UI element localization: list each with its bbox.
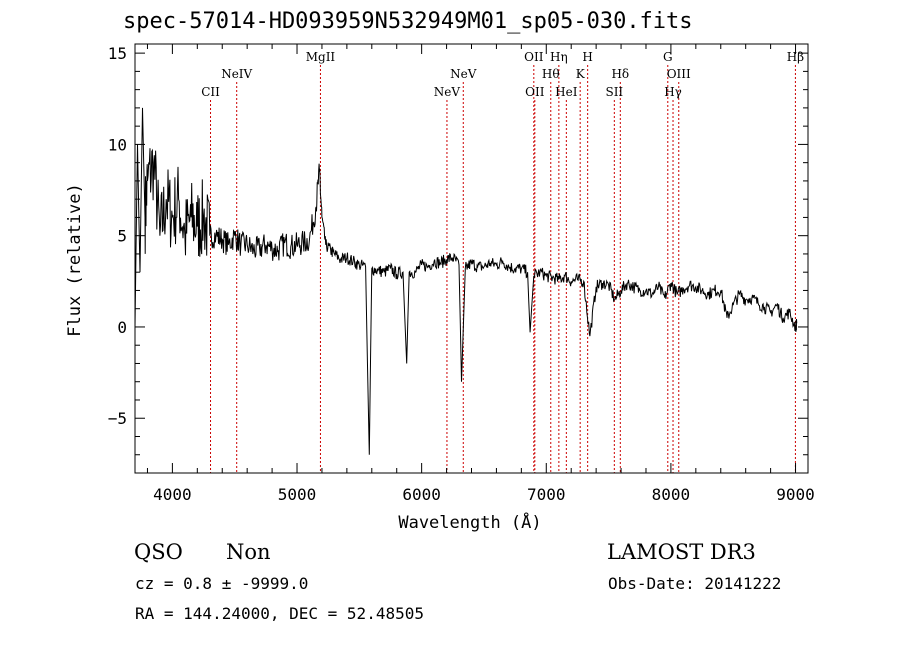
line-marker-label: OIII	[667, 67, 691, 81]
y-tick-label: −5	[108, 409, 127, 428]
x-tick-label: 7000	[527, 485, 566, 504]
line-marker-label: H	[582, 50, 592, 64]
y-axis-label: Flux (relative)	[65, 183, 85, 337]
spectrum-line	[134, 107, 798, 455]
line-marker-label: NeV	[434, 85, 461, 99]
x-tick-label: 9000	[776, 485, 815, 504]
redshift-cz: cz = 0.8 ± -9999.0	[135, 574, 309, 593]
y-tick-label: 0	[117, 318, 127, 337]
survey-name: LAMOST DR3	[607, 540, 756, 564]
line-marker-label: OII	[525, 85, 545, 99]
line-marker-label: CII	[201, 85, 220, 99]
spectrum-series	[134, 107, 798, 455]
x-tick-label: 6000	[402, 485, 441, 504]
y-tick-label: 10	[108, 135, 127, 154]
line-marker-label: SII	[605, 85, 623, 99]
line-marker-label: K	[576, 67, 586, 81]
object-class: QSO	[134, 540, 183, 564]
line-marker-label: Hθ	[542, 67, 560, 81]
line-marker-label: Hδ	[611, 67, 629, 81]
x-axis-label: Wavelength (Å)	[398, 511, 541, 533]
line-marker-label: NeIV	[221, 67, 252, 81]
object-subclass: Non	[226, 540, 271, 564]
plot-border	[134, 43, 809, 474]
line-marker-label: Hη	[550, 50, 568, 64]
line-marker-label: NeV	[450, 67, 477, 81]
line-marker-group	[210, 65, 796, 473]
line-marker-label: MgII	[306, 50, 336, 64]
x-tick-label: 8000	[652, 485, 691, 504]
line-marker-label: G	[663, 50, 673, 64]
y-tick-label: 5	[117, 227, 127, 246]
observation-date: Obs-Date: 20141222	[608, 574, 782, 593]
line-marker-label: Hγ	[664, 85, 682, 99]
x-tick-label: 5000	[278, 485, 317, 504]
coordinates-ra-dec: RA = 144.24000, DEC = 52.48505	[135, 604, 424, 623]
chart-title: spec-57014-HD093959N532949M01_sp05-030.f…	[123, 9, 693, 34]
line-marker-label: HeI	[555, 85, 578, 99]
y-tick-label: 15	[108, 44, 127, 63]
plot-frame	[134, 43, 809, 474]
axis-ticks: 4000 5000 6000 7000 8000 9000 −5 0 5 10 15	[108, 44, 815, 504]
x-tick-label: 4000	[153, 485, 192, 504]
line-marker-label: OII	[524, 50, 544, 64]
line-marker-label: Hβ	[787, 50, 804, 64]
